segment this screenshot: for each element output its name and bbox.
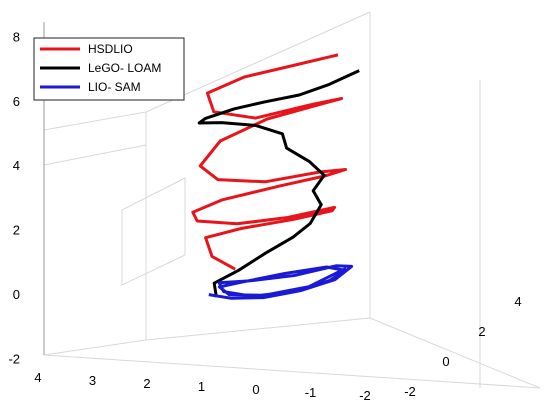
x-tick-label: -2	[359, 388, 371, 403]
y-tick-labels: -2 0 2 4	[404, 294, 521, 399]
grid-line	[43, 111, 147, 131]
axes-frame	[43, 11, 541, 389]
x-tick-label: 2	[143, 376, 150, 391]
y-tick-label: -2	[404, 384, 416, 399]
z-tick-labels: -2 0 2 4 6 8	[8, 29, 20, 366]
y-tick-label: 2	[478, 324, 485, 339]
z-tick-label: 2	[13, 223, 20, 238]
grid-line	[43, 354, 541, 389]
x-tick-label: 4	[34, 370, 41, 385]
x-tick-label: 1	[198, 379, 205, 394]
z-tick-label: 6	[13, 94, 20, 109]
legend-label: LeGO- LOAM	[88, 61, 161, 75]
grid-line	[43, 339, 147, 356]
x-tick-label: 0	[252, 382, 259, 397]
legend: HSDLIO LeGO- LOAM LIO- SAM	[33, 37, 185, 101]
y-tick-label: 4	[514, 294, 521, 309]
z-tick-label: 4	[13, 158, 20, 173]
series-line-2	[197, 69, 360, 298]
legend-label: LIO- SAM	[88, 80, 141, 94]
grid-line	[121, 177, 186, 211]
grid-line	[121, 254, 186, 286]
series-line-3	[208, 264, 354, 300]
legend-label: HSDLIO	[88, 42, 133, 56]
x-tick-labels: 4 3 2 1 0 -1 -2	[34, 370, 370, 403]
grid-line	[145, 317, 371, 341]
z-tick-label: 0	[13, 287, 20, 302]
y-tick-label: 0	[442, 354, 449, 369]
grid-line	[369, 317, 541, 389]
x-tick-label: 3	[89, 373, 96, 388]
grid-line	[43, 144, 147, 166]
series-layer	[191, 53, 360, 300]
z-tick-label: 8	[13, 29, 20, 44]
z-tick-label: -2	[8, 351, 20, 366]
x-tick-label: -1	[305, 385, 317, 400]
